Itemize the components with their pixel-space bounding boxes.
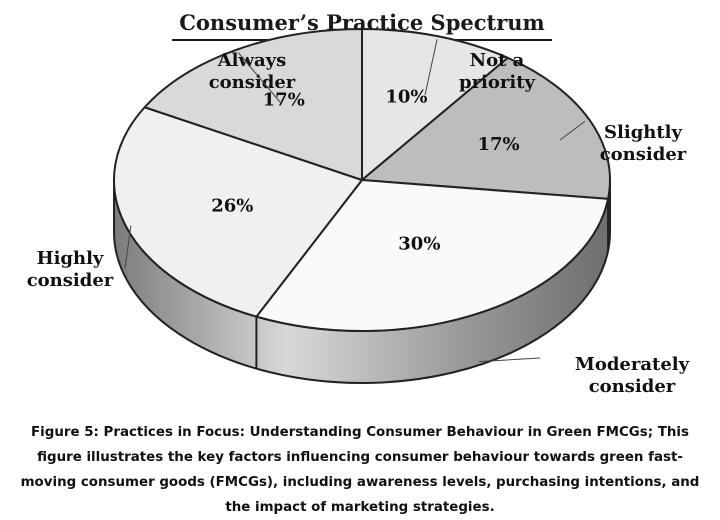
leader-line <box>124 225 132 269</box>
data-label: 26% <box>211 196 253 217</box>
pie-chart-svg: Consumer’s Practice Spectrum 10%Not a pri… <box>27 10 690 397</box>
category-label: Moderately consider <box>575 354 690 397</box>
category-label: Always consider <box>209 50 296 93</box>
leader-line <box>237 52 281 103</box>
category-label: Highly consider <box>27 248 114 291</box>
leader-line <box>424 39 438 96</box>
figure-caption: Figure 5: Practices in Focus: Understand… <box>20 425 700 515</box>
leader-line <box>559 120 586 141</box>
leader-line <box>479 357 541 363</box>
data-label: 10% <box>385 87 427 108</box>
pie-chart: Consumer’s Practice Spectrum 10% Not a pri… <box>27 10 690 397</box>
category-label: Slightly consider <box>600 122 687 165</box>
data-label: 30% <box>398 234 440 255</box>
pie-top <box>113 28 611 332</box>
pie-slice-moderately-consider <box>255 179 610 332</box>
pie-slice-always-consider <box>143 28 363 181</box>
data-label: 17% <box>477 134 519 155</box>
pie-slice-slightly-consider <box>361 56 611 200</box>
pie-labels: 10% Not a priority 17% Slightly consider 30% Mo… <box>27 39 690 397</box>
category-label: Not a priority <box>459 50 536 93</box>
pie-slice-not-a-priority <box>361 28 509 181</box>
